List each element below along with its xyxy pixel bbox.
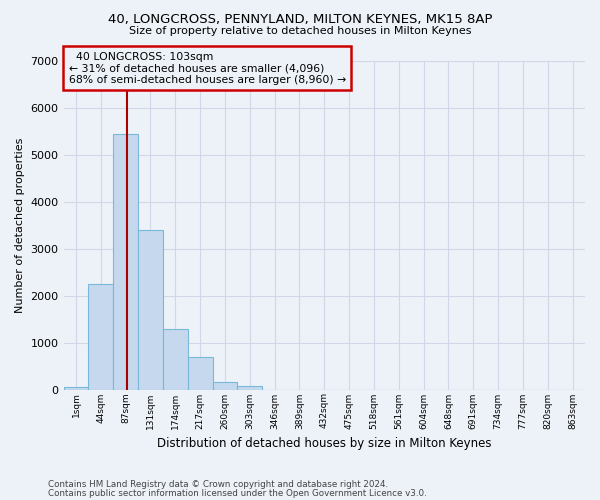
- Y-axis label: Number of detached properties: Number of detached properties: [15, 138, 25, 313]
- Text: 40, LONGCROSS, PENNYLAND, MILTON KEYNES, MK15 8AP: 40, LONGCROSS, PENNYLAND, MILTON KEYNES,…: [108, 12, 492, 26]
- X-axis label: Distribution of detached houses by size in Milton Keynes: Distribution of detached houses by size …: [157, 437, 491, 450]
- Bar: [88, 284, 113, 390]
- Text: Contains public sector information licensed under the Open Government Licence v3: Contains public sector information licen…: [48, 489, 427, 498]
- Bar: [138, 230, 163, 390]
- Bar: [163, 328, 188, 390]
- Text: 40 LONGCROSS: 103sqm
← 31% of detached houses are smaller (4,096)
68% of semi-de: 40 LONGCROSS: 103sqm ← 31% of detached h…: [68, 52, 346, 85]
- Bar: [188, 356, 212, 390]
- Text: Size of property relative to detached houses in Milton Keynes: Size of property relative to detached ho…: [129, 26, 471, 36]
- Bar: [64, 387, 88, 390]
- Text: Contains HM Land Registry data © Crown copyright and database right 2024.: Contains HM Land Registry data © Crown c…: [48, 480, 388, 489]
- Bar: [113, 134, 138, 390]
- Bar: [238, 386, 262, 390]
- Bar: [212, 382, 238, 390]
